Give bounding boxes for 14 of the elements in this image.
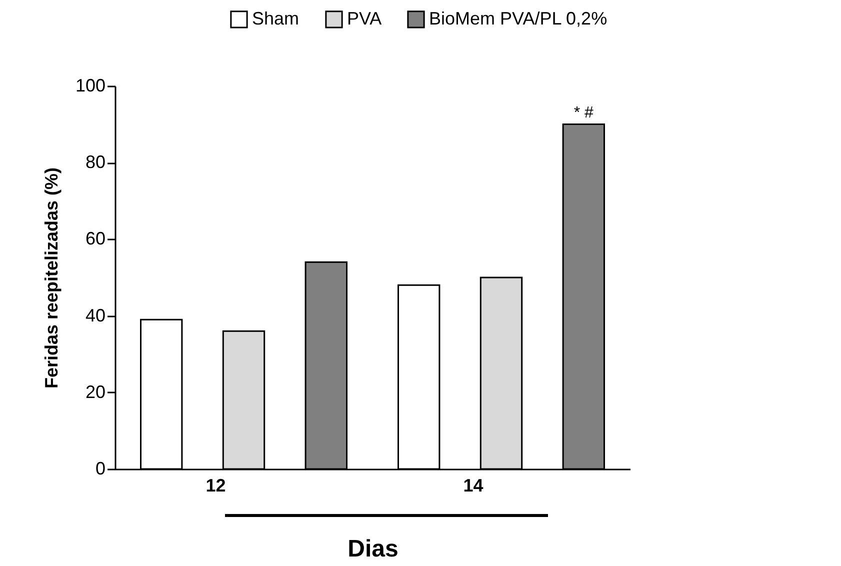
x-axis-title: Dias [348, 536, 398, 562]
legend-label: BioMem PVA/PL 0,2% [429, 8, 608, 28]
y-tick-label: 100 [75, 76, 106, 96]
y-tick-label: 20 [85, 382, 106, 402]
x-tick-label: 14 [463, 476, 484, 496]
x-tick-label: 12 [206, 476, 226, 496]
legend-label: PVA [347, 8, 382, 28]
y-tick-label: 80 [85, 152, 106, 172]
y-tick-label: 0 [95, 458, 106, 478]
y-tick-label: 40 [85, 305, 106, 326]
y-axis-title: Feridas reepitelizadas (%) [41, 167, 62, 389]
legend-label: Sham [252, 8, 300, 28]
y-tick-label: 60 [85, 228, 106, 249]
annotation: * # [574, 104, 594, 122]
